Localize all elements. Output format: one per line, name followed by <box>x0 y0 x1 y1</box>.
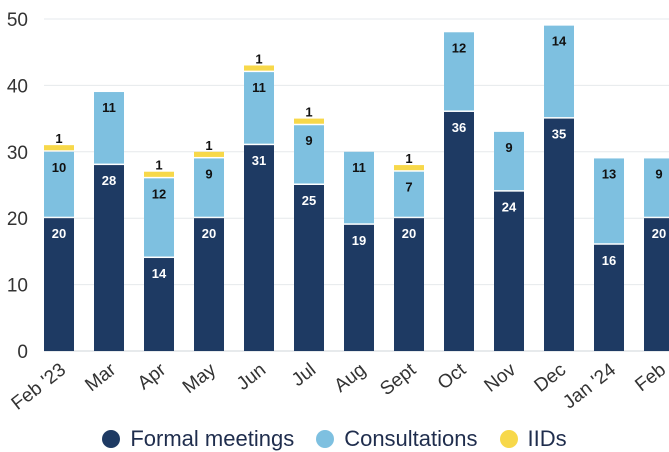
data-label: 7 <box>405 180 412 195</box>
data-label: 14 <box>152 266 167 281</box>
x-tick-label: May <box>179 359 221 398</box>
data-label: 24 <box>502 200 517 215</box>
data-label: 31 <box>252 153 266 168</box>
x-tick-label: Sept <box>376 359 420 400</box>
x-tick-label: Mar <box>81 359 120 396</box>
data-label: 19 <box>352 233 366 248</box>
data-label: 20 <box>652 226 666 241</box>
bars: 2010128111412120913111125911911207136122… <box>44 26 669 351</box>
legend-label: Formal meetings <box>130 426 294 452</box>
legend-swatch-iids <box>500 430 518 448</box>
x-tick-label: Aug <box>331 359 371 396</box>
bar-segment <box>444 112 474 351</box>
data-label: 9 <box>505 140 512 155</box>
data-label: 14 <box>552 34 567 49</box>
data-label: 9 <box>205 166 212 181</box>
bar-segment <box>494 192 524 351</box>
y-tick-label: 20 <box>7 209 28 230</box>
data-label: 1 <box>255 51 262 66</box>
x-tick-label: Feb <box>631 359 669 396</box>
data-label: 12 <box>152 186 166 201</box>
y-tick-label: 0 <box>17 342 28 363</box>
data-label: 11 <box>352 160 366 175</box>
data-label: 1 <box>55 131 62 146</box>
data-label: 20 <box>52 226 66 241</box>
y-tick-label: 40 <box>7 76 28 97</box>
data-label: 35 <box>552 127 566 142</box>
data-label: 13 <box>602 166 616 181</box>
bar-segment <box>94 165 124 351</box>
data-label: 1 <box>155 158 162 173</box>
data-label: 10 <box>52 160 66 175</box>
x-tick-label: Oct <box>434 359 471 394</box>
data-label: 28 <box>102 173 116 188</box>
legend-swatch-consultations <box>316 430 334 448</box>
data-label: 1 <box>305 105 312 120</box>
x-tick-label: Nov <box>481 359 521 397</box>
bar-segment <box>244 145 274 351</box>
legend-item-formal-meetings[interactable]: Formal meetings <box>102 426 294 452</box>
data-label: 25 <box>302 193 316 208</box>
x-tick-label: Apr <box>134 359 171 394</box>
data-label: 12 <box>452 40 466 55</box>
legend-label: IIDs <box>528 426 567 452</box>
data-label: 16 <box>602 253 616 268</box>
data-label: 9 <box>655 166 662 181</box>
y-tick-label: 10 <box>7 276 28 297</box>
data-label: 1 <box>205 138 212 153</box>
legend-label: Consultations <box>344 426 477 452</box>
legend-swatch-formal-meetings <box>102 430 120 448</box>
bar-segment <box>544 119 574 351</box>
data-label: 20 <box>202 226 216 241</box>
y-axis: 0 10 20 30 40 50 <box>7 10 28 363</box>
data-label: 11 <box>252 80 266 95</box>
x-tick-label: Jan '24 <box>559 359 620 413</box>
x-tick-label: Jun <box>233 359 270 394</box>
x-tick-label: Jul <box>288 359 320 391</box>
x-tick-label: Dec <box>531 359 571 396</box>
data-label: 1 <box>405 151 412 166</box>
y-tick-label: 50 <box>7 10 28 31</box>
y-tick-label: 30 <box>7 143 28 164</box>
legend: Formal meetings Consultations IIDs <box>0 426 669 452</box>
data-label: 9 <box>305 133 312 148</box>
x-axis: Feb '23 Mar Apr May Jun Jul Aug Sept Oct Nov DecJa… <box>8 359 669 415</box>
legend-item-consultations[interactable]: Consultations <box>316 426 477 452</box>
data-label: 11 <box>102 100 116 115</box>
legend-item-iids[interactable]: IIDs <box>500 426 567 452</box>
data-label: 36 <box>452 120 466 135</box>
bar-segment <box>294 185 324 351</box>
x-tick-label: Feb '23 <box>8 359 70 414</box>
data-label: 20 <box>402 226 416 241</box>
